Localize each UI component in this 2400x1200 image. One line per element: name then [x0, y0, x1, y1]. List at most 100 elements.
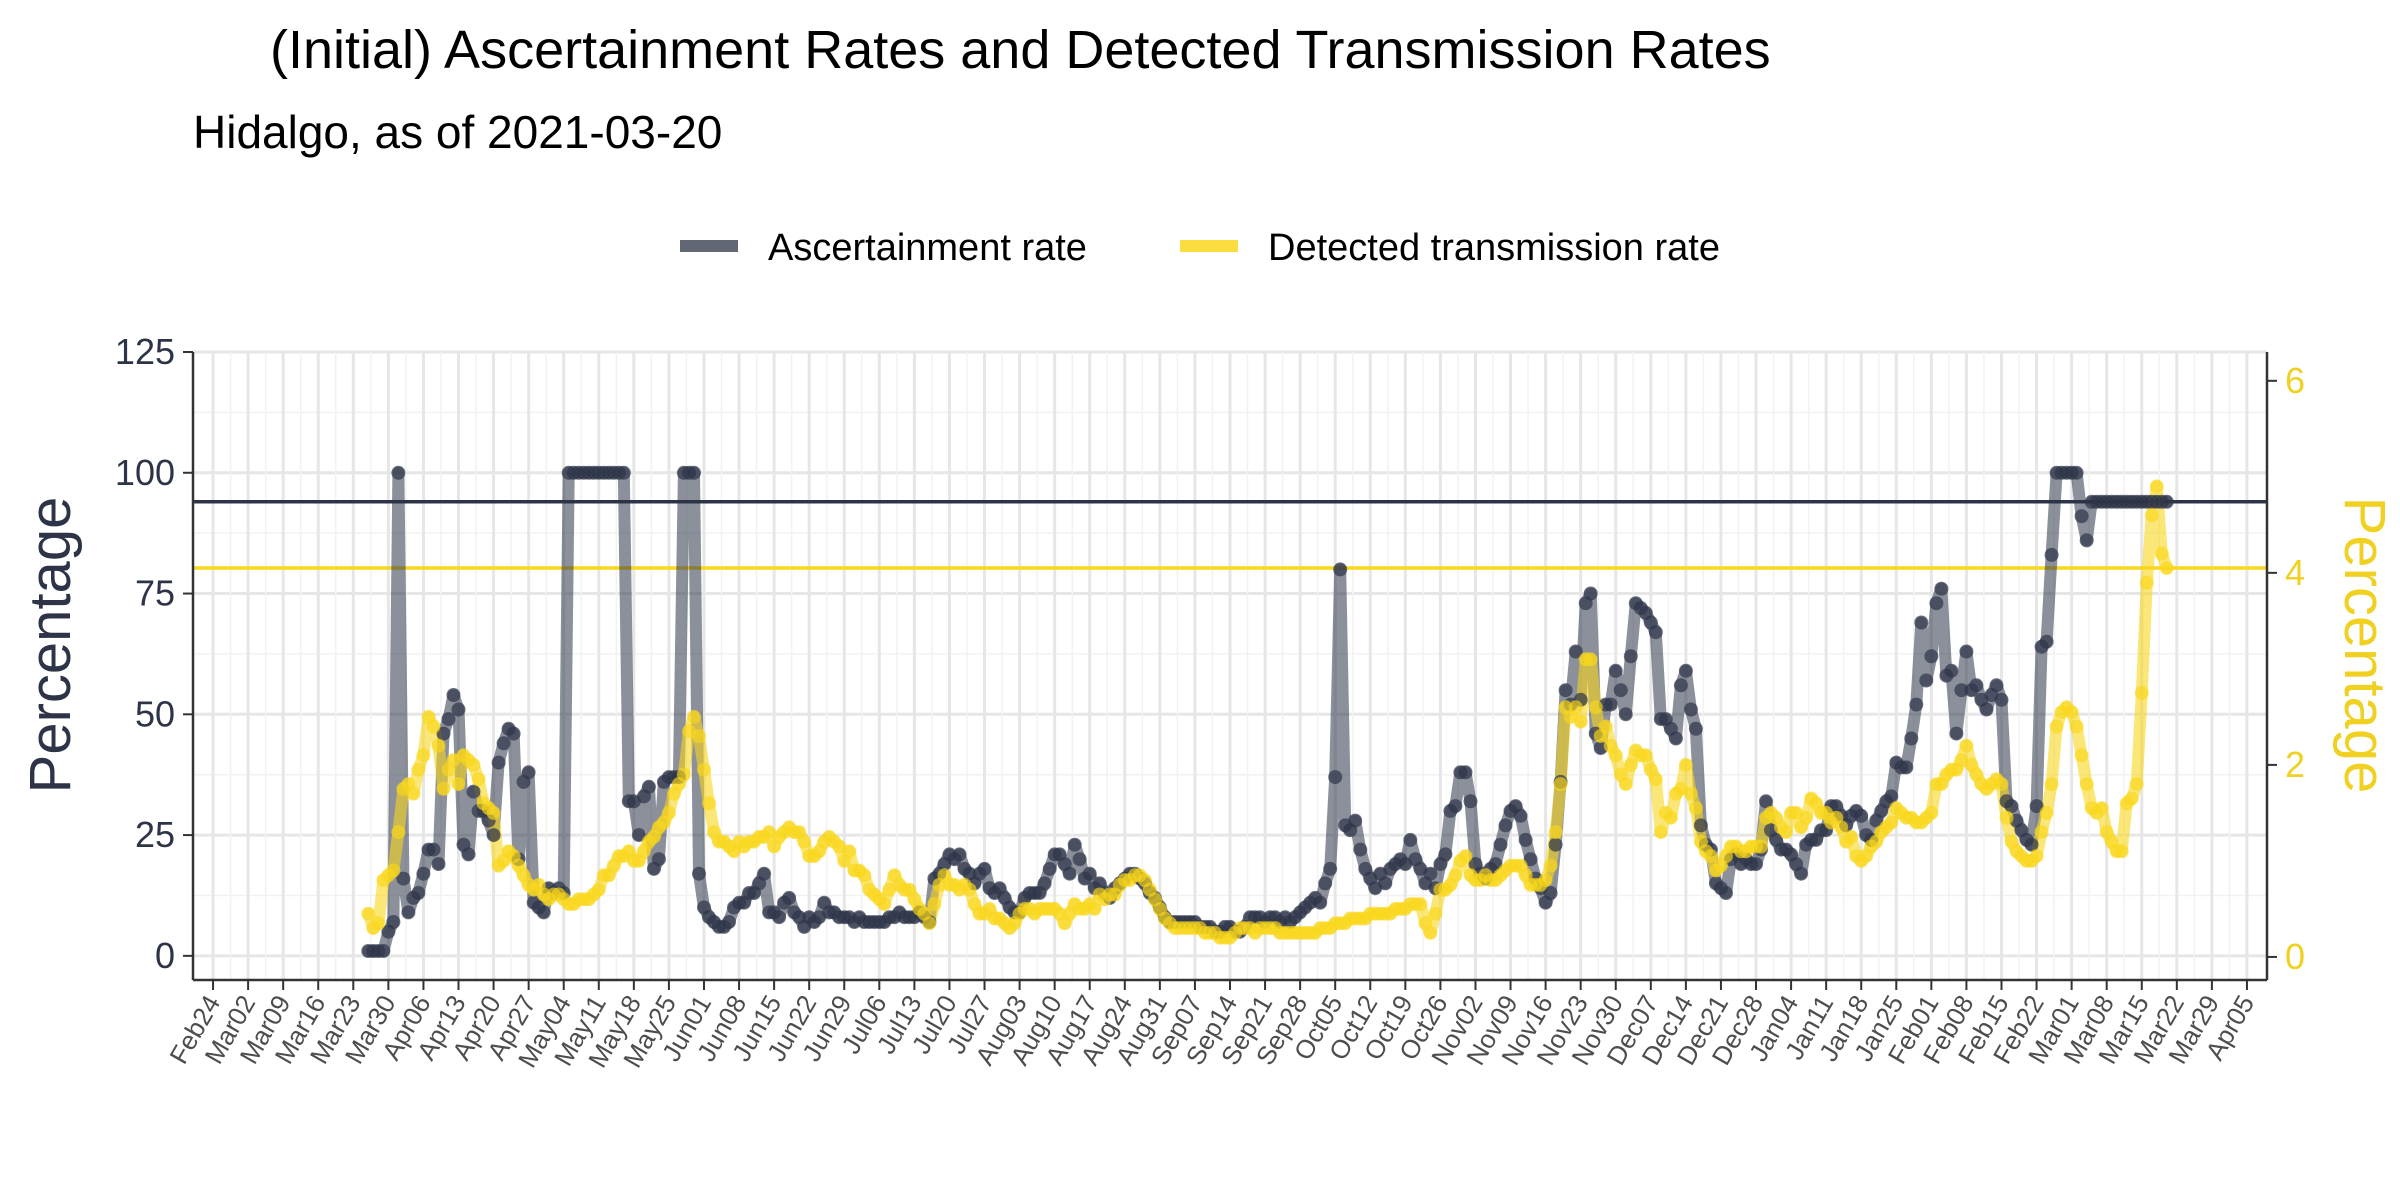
- data-point-ascertainment: [436, 726, 451, 741]
- data-point-detected-transmission: [1678, 757, 1693, 772]
- data-point-detected-transmission: [1583, 652, 1598, 667]
- data-point-detected-transmission: [877, 897, 892, 912]
- data-point-ascertainment: [431, 857, 446, 872]
- mean-lines: [193, 500, 2267, 570]
- data-point-ascertainment: [1498, 818, 1513, 833]
- y-tick-label-left: 0: [155, 935, 175, 976]
- data-point-ascertainment: [1458, 765, 1473, 780]
- data-point-detected-transmission: [1663, 810, 1678, 825]
- data-point-detected-transmission: [1448, 868, 1463, 883]
- data-point-detected-transmission: [702, 796, 716, 811]
- data-point-ascertainment: [1448, 799, 1463, 814]
- data-point-detected-transmission: [591, 882, 606, 897]
- data-point-detected-transmission: [1568, 700, 1583, 715]
- data-point-detected-transmission: [1799, 810, 1814, 825]
- data-point-ascertainment: [1348, 813, 1363, 828]
- data-point-detected-transmission: [431, 738, 446, 753]
- data-point-ascertainment: [1924, 649, 1939, 664]
- data-point-ascertainment: [1794, 866, 1809, 881]
- chart-title: (Initial) Ascertainment Rates and Detect…: [270, 20, 1771, 80]
- data-point-ascertainment: [391, 465, 406, 480]
- data-point-detected-transmission: [416, 748, 431, 763]
- data-point-detected-transmission: [2114, 844, 2129, 859]
- data-point-ascertainment: [2074, 509, 2089, 524]
- data-point-ascertainment: [1673, 678, 1688, 693]
- data-point-ascertainment: [1884, 789, 1899, 804]
- data-point-detected-transmission: [1573, 714, 1588, 729]
- data-point-detected-transmission: [1423, 925, 1438, 940]
- data-point-ascertainment: [396, 871, 411, 886]
- data-point-detected-transmission: [1458, 849, 1473, 864]
- data-point-ascertainment: [687, 465, 701, 480]
- data-point-ascertainment: [1493, 837, 1508, 852]
- data-point-ascertainment: [1623, 649, 1638, 664]
- data-point-ascertainment: [2024, 837, 2039, 852]
- data-point-detected-transmission: [1683, 786, 1698, 801]
- data-point-detected-transmission: [857, 868, 872, 883]
- y-axis-title-right: Percentage: [2332, 497, 2397, 794]
- data-point-ascertainment: [1543, 886, 1558, 900]
- data-point-detected-transmission: [2049, 719, 2064, 734]
- data-point-ascertainment: [1668, 731, 1683, 746]
- data-point-detected-transmission: [797, 834, 812, 849]
- data-point-ascertainment: [1323, 861, 1338, 876]
- data-point-detected-transmission: [1924, 805, 1939, 820]
- data-point-ascertainment: [1759, 794, 1773, 809]
- data-point-detected-transmission: [1588, 700, 1603, 715]
- data-point-detected-transmission: [1959, 738, 1974, 753]
- data-point-ascertainment: [1042, 861, 1057, 876]
- chart-subtitle: Hidalgo, as of 2021-03-20: [193, 106, 722, 158]
- data-point-ascertainment: [977, 861, 992, 876]
- data-point-detected-transmission: [471, 772, 486, 787]
- data-point-detected-transmission: [406, 786, 421, 801]
- data-point-ascertainment: [386, 915, 401, 929]
- data-point-ascertainment: [1618, 707, 1633, 722]
- y-tick-label-right: 0: [2285, 936, 2305, 977]
- y-tick-label-left: 50: [135, 693, 175, 734]
- data-point-ascertainment: [496, 736, 511, 751]
- data-point-detected-transmission: [2134, 685, 2149, 700]
- data-point-detected-transmission: [466, 757, 481, 772]
- data-point-ascertainment: [1072, 852, 1087, 867]
- legend: Ascertainment rate Detected transmission…: [680, 227, 1720, 269]
- data-point-detected-transmission: [2094, 801, 2109, 816]
- data-point-ascertainment: [536, 905, 551, 920]
- data-point-ascertainment: [1568, 644, 1583, 659]
- data-point-ascertainment: [466, 784, 481, 799]
- data-point-ascertainment: [641, 779, 656, 794]
- data-point-detected-transmission: [2129, 777, 2144, 792]
- data-point-ascertainment: [651, 852, 666, 867]
- data-point-ascertainment: [1488, 857, 1503, 872]
- data-point-detected-transmission: [486, 805, 501, 820]
- data-point-ascertainment: [1067, 837, 1082, 852]
- data-point-ascertainment: [2029, 799, 2044, 814]
- data-point-ascertainment: [1969, 678, 1984, 693]
- data-point-ascertainment: [2004, 799, 2019, 814]
- data-point-detected-transmission: [361, 906, 376, 921]
- data-point-detected-transmission: [1413, 897, 1428, 912]
- data-point-ascertainment: [441, 712, 456, 727]
- data-point-detected-transmission: [451, 777, 466, 792]
- y-axis-title-left: Percentage: [18, 497, 83, 794]
- data-point-detected-transmission: [2079, 777, 2094, 792]
- data-point-ascertainment: [782, 890, 797, 905]
- data-point-ascertainment: [1693, 818, 1708, 833]
- plot-area: 02550751001250246Feb24Mar02Mar09Mar16Mar…: [115, 331, 2305, 1073]
- y-tick-label-right: 2: [2285, 744, 2305, 785]
- data-point-detected-transmission: [2064, 705, 2079, 720]
- data-point-ascertainment: [2159, 494, 2174, 509]
- data-point-ascertainment: [1438, 847, 1453, 862]
- y-tick-label-left: 100: [115, 452, 175, 493]
- data-point-ascertainment: [1378, 876, 1393, 891]
- data-point-detected-transmission: [2139, 575, 2154, 590]
- data-point-ascertainment: [1683, 702, 1698, 717]
- data-point-ascertainment: [1688, 721, 1703, 736]
- data-point-ascertainment: [1548, 837, 1563, 852]
- data-point-detected-transmission: [2069, 719, 2084, 734]
- data-point-ascertainment: [401, 905, 416, 920]
- data-point-ascertainment: [1979, 702, 1994, 717]
- data-point-detected-transmission: [1653, 825, 1668, 840]
- data-point-ascertainment: [2069, 465, 2084, 480]
- data-point-detected-transmission: [1834, 820, 1849, 835]
